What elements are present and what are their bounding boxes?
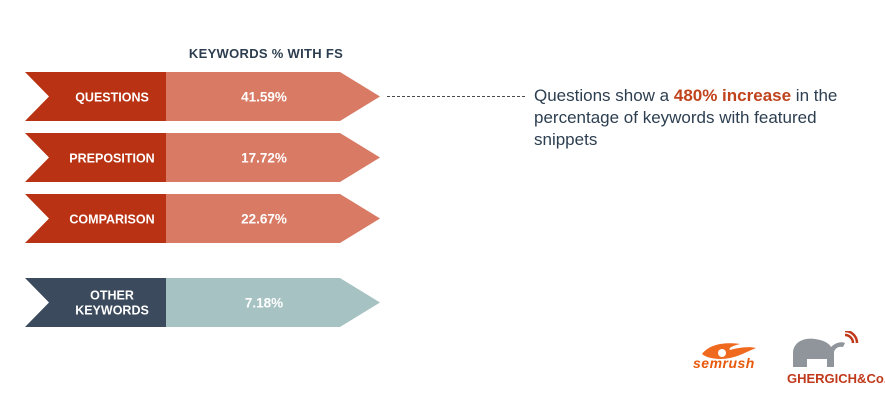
chart-row: COMPARISON 22.67% <box>25 194 380 243</box>
value-label: 22.67% <box>241 212 287 227</box>
category-label: COMPARISON <box>69 213 154 227</box>
callout-text: Questions show a 480% increase in the pe… <box>534 85 854 151</box>
chart-row: QUESTIONS 41.59% <box>25 72 380 121</box>
callout-dashed-line <box>387 96 525 97</box>
category-chevron <box>25 278 166 327</box>
category-label: QUESTIONS <box>75 91 149 105</box>
value-chevron <box>166 278 380 327</box>
semrush-flame-icon <box>702 343 756 359</box>
value-chevron <box>166 133 380 182</box>
callout-highlight: 480% increase <box>673 86 792 105</box>
category-label: OTHER KEYWORDS <box>75 289 149 318</box>
chart-row: PREPOSITION 17.72% <box>25 133 380 182</box>
value-chevron <box>166 72 380 121</box>
value-label: 41.59% <box>241 90 287 105</box>
value-chevron <box>166 194 380 243</box>
callout-prefix: Questions show a <box>534 86 674 105</box>
ghergich-logo: GHERGICH&Co. <box>787 371 885 386</box>
elephant-icon <box>793 331 859 367</box>
value-label: 17.72% <box>241 151 287 166</box>
value-label: 7.18% <box>245 296 283 311</box>
callout-suffix: in the percentage of keywords with featu… <box>534 86 838 149</box>
semrush-logo: semrush <box>693 355 755 371</box>
category-chevron <box>25 133 166 182</box>
category-chevron <box>25 72 166 121</box>
chart-row: OTHER KEYWORDS 7.18% <box>25 278 380 327</box>
chart-title: KEYWORDS % WITH FS <box>188 46 344 61</box>
category-label: PREPOSITION <box>69 152 154 166</box>
category-chevron <box>25 194 166 243</box>
